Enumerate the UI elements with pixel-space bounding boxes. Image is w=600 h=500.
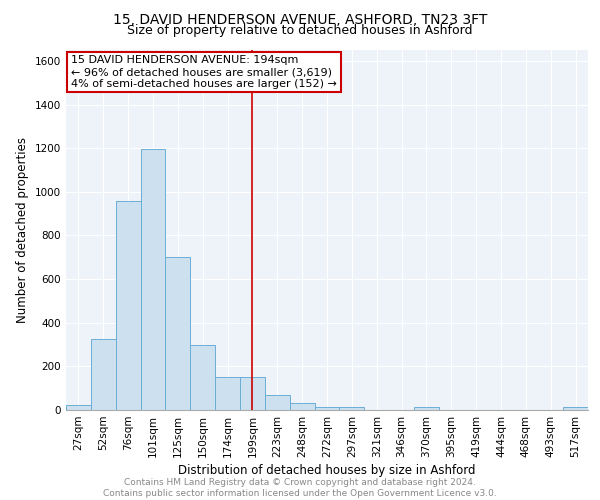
Text: Contains HM Land Registry data © Crown copyright and database right 2024.
Contai: Contains HM Land Registry data © Crown c… xyxy=(103,478,497,498)
Bar xyxy=(414,406,439,410)
Bar xyxy=(215,378,240,410)
Bar xyxy=(314,406,340,410)
Bar xyxy=(166,258,190,410)
Text: Size of property relative to detached houses in Ashford: Size of property relative to detached ho… xyxy=(127,24,473,37)
Y-axis label: Number of detached properties: Number of detached properties xyxy=(16,137,29,323)
Bar xyxy=(66,404,91,410)
Bar xyxy=(116,200,140,410)
Text: 15 DAVID HENDERSON AVENUE: 194sqm
← 96% of detached houses are smaller (3,619)
4: 15 DAVID HENDERSON AVENUE: 194sqm ← 96% … xyxy=(71,56,337,88)
Bar xyxy=(290,404,314,410)
Bar xyxy=(340,408,364,410)
X-axis label: Distribution of detached houses by size in Ashford: Distribution of detached houses by size … xyxy=(178,464,476,477)
Bar xyxy=(563,408,588,410)
Bar xyxy=(91,339,116,410)
Bar xyxy=(240,378,265,410)
Text: 15, DAVID HENDERSON AVENUE, ASHFORD, TN23 3FT: 15, DAVID HENDERSON AVENUE, ASHFORD, TN2… xyxy=(113,12,487,26)
Bar xyxy=(140,150,166,410)
Bar xyxy=(190,344,215,410)
Bar xyxy=(265,394,290,410)
